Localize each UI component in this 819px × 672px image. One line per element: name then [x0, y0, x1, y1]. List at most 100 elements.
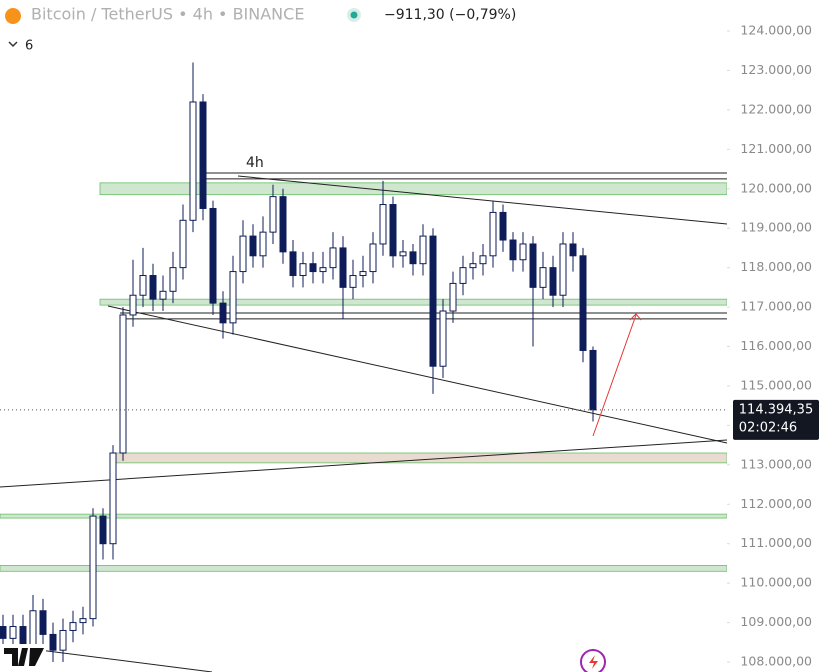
candle-body: [229, 271, 237, 324]
candle-body: [0, 626, 7, 639]
candle-body: [509, 239, 517, 261]
candle-body: [569, 243, 577, 257]
trend-line: [0, 439, 728, 488]
candle-body: [289, 251, 297, 277]
price-zone: [0, 513, 728, 519]
candle-body: [59, 629, 67, 651]
candle-body: [369, 243, 377, 273]
candle-body: [29, 610, 37, 647]
y-tick-label: 115.000,00: [740, 377, 812, 392]
candle-body: [79, 618, 87, 624]
candle-body: [479, 255, 487, 265]
indicator-count[interactable]: 6: [25, 39, 33, 54]
price-zone: [114, 452, 728, 464]
header-bg: [0, 0, 560, 30]
candle-body: [189, 101, 197, 221]
candle-body: [539, 267, 547, 288]
last-price-label: 114.394,35: [739, 402, 813, 417]
candle-body: [89, 515, 97, 620]
candle-body: [419, 235, 427, 265]
candle-body: [259, 231, 267, 257]
candle-body: [199, 101, 207, 209]
chevron[interactable]: [8, 41, 18, 48]
drawings: [0, 172, 728, 572]
countdown: 02:02:46: [739, 420, 797, 435]
price-zone: [99, 298, 728, 306]
y-tick-label: 122.000,00: [740, 101, 812, 116]
candle-body: [169, 267, 177, 292]
candle-body: [239, 235, 247, 273]
candle-body: [499, 211, 507, 241]
candle-body: [469, 263, 477, 269]
y-tick-label: 119.000,00: [740, 220, 812, 235]
candle-body: [519, 243, 527, 261]
candle-body: [429, 235, 437, 367]
candle-body: [219, 302, 227, 324]
y-tick-label: 112.000,00: [740, 496, 812, 511]
candle-body: [409, 251, 417, 265]
alert-bolt: [589, 655, 598, 669]
candle-body: [359, 271, 367, 277]
candle-body: [439, 310, 447, 367]
y-axis: 108.000,00 109.000,00 110.000,00 111.000,00…: [727, 22, 812, 669]
candle-body: [139, 275, 147, 296]
candles: [0, 62, 597, 663]
candle-body: [309, 263, 317, 273]
candle-body: [19, 626, 27, 647]
candle-body: [109, 452, 117, 545]
candle-body: [579, 255, 587, 351]
candle-body: [399, 251, 407, 257]
y-tick-label: 110.000,00: [740, 575, 812, 590]
trend-line: [107, 305, 728, 444]
trend-line: [237, 175, 728, 225]
candle-body: [269, 196, 277, 233]
candle-body: [589, 349, 597, 411]
candle-body: [529, 243, 537, 288]
y-tick-label: 123.000,00: [740, 62, 812, 77]
candle-body: [279, 196, 287, 253]
price-change: −911,30 (−0,79%): [384, 7, 516, 23]
candle-body: [339, 247, 347, 288]
y-tick-label: 109.000,00: [740, 614, 812, 629]
candle-body: [389, 204, 397, 257]
symbol-title: Bitcoin / TetherUS • 4h • BINANCE: [31, 5, 304, 24]
status-dot: [350, 11, 358, 19]
candle-body: [249, 235, 257, 257]
candle-body: [549, 267, 557, 296]
y-tick-label: 116.000,00: [740, 338, 812, 353]
y-tick-label: 118.000,00: [740, 259, 812, 274]
tv-logo: [0, 644, 46, 670]
candle-body: [119, 314, 127, 454]
candle-body: [349, 275, 357, 288]
candle-body: [379, 204, 387, 245]
y-tick-label: 111.000,00: [740, 535, 812, 550]
y-tick-label: 121.000,00: [740, 141, 812, 156]
candle-body: [159, 290, 167, 300]
candle-body: [209, 207, 217, 304]
y-tick-label: 117.000,00: [740, 299, 812, 314]
candle-body: [459, 267, 467, 284]
arrow-head: [629, 313, 642, 321]
y-tick-label: 124.000,00: [740, 22, 812, 37]
candle-body: [69, 622, 77, 631]
arrow: [592, 314, 637, 437]
last-price-box: [733, 399, 819, 440]
candle-body: [449, 282, 457, 312]
y-tick-label: 113.000,00: [740, 456, 812, 471]
candle-body: [49, 633, 57, 651]
candle-body: [329, 247, 337, 269]
candle-body: [299, 263, 307, 277]
candle-body: [129, 294, 137, 316]
candle-body: [179, 219, 187, 269]
coin-icon: [5, 8, 21, 24]
candle-body: [99, 515, 107, 545]
candle-body: [39, 610, 47, 635]
candle-body: [149, 275, 157, 300]
price-zone: [0, 564, 728, 572]
price-axis: [727, 0, 819, 672]
candle-body: [9, 626, 17, 639]
candle-body: [319, 267, 327, 273]
candle-body: [489, 211, 497, 257]
